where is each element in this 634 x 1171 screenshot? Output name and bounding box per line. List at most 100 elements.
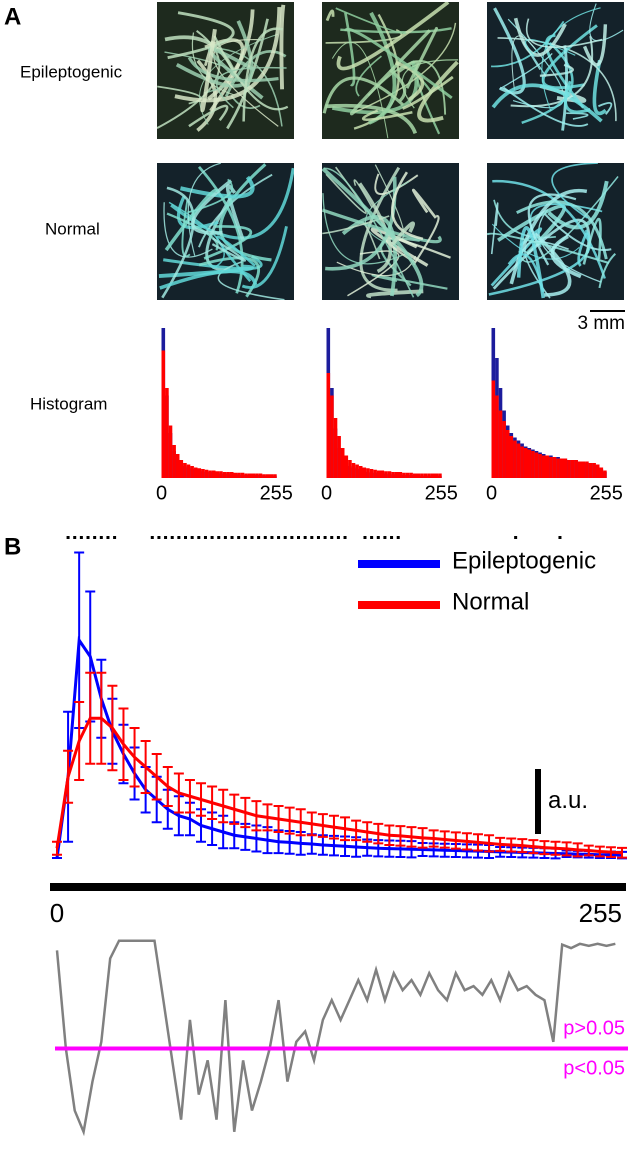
significance-dot xyxy=(250,536,254,539)
vessel xyxy=(197,165,244,294)
vessel xyxy=(516,200,608,260)
vessel xyxy=(598,252,617,289)
panel-label: B xyxy=(4,533,21,560)
vessel xyxy=(509,188,588,285)
significance-dot xyxy=(290,536,294,539)
vessel xyxy=(213,35,289,111)
histogram-bar xyxy=(574,460,578,478)
significance-dot xyxy=(150,536,154,539)
histogram-bar xyxy=(567,460,571,478)
vessel xyxy=(362,109,413,121)
vessel xyxy=(170,167,294,240)
histogram-bar xyxy=(161,350,166,478)
histogram-bar xyxy=(175,454,180,478)
histogram-bar xyxy=(233,472,238,478)
x-tick-label: 0 xyxy=(321,482,332,504)
significance-dot xyxy=(243,536,247,539)
histogram-bar xyxy=(204,469,209,478)
histogram-bar xyxy=(509,436,514,478)
vessel xyxy=(598,101,613,115)
vessel xyxy=(215,235,256,283)
significance-dot xyxy=(190,536,194,539)
histogram-bar xyxy=(269,474,274,478)
vessel xyxy=(358,182,392,273)
histogram-bar xyxy=(215,471,220,478)
histogram-bar xyxy=(577,461,582,478)
vessel xyxy=(544,213,612,251)
histogram-bar xyxy=(513,440,517,478)
histogram-bar xyxy=(505,430,510,478)
histogram-bar xyxy=(427,473,431,478)
vessel xyxy=(322,167,424,298)
significance-dot xyxy=(343,536,347,539)
vessel xyxy=(412,188,437,219)
vessel xyxy=(174,7,282,103)
vessel-image xyxy=(322,2,459,139)
histogram-bar xyxy=(348,460,352,478)
vessel xyxy=(518,176,619,263)
significance-dot xyxy=(223,536,227,539)
histogram-bar xyxy=(255,473,259,478)
vessel xyxy=(335,7,407,35)
significance-dot xyxy=(383,536,387,539)
vessel xyxy=(507,253,545,293)
vessel xyxy=(323,167,415,298)
vessel xyxy=(502,86,589,127)
histogram-bar xyxy=(333,418,338,478)
vessel xyxy=(391,171,424,241)
histogram-bar xyxy=(603,470,607,478)
histogram-bar xyxy=(556,458,560,478)
significance-dot xyxy=(303,536,307,539)
significance-dot xyxy=(157,536,161,539)
vessel xyxy=(187,178,234,214)
significance-dot xyxy=(73,536,77,539)
vessel xyxy=(582,24,608,67)
row-label: Normal xyxy=(45,219,100,238)
significance-dot xyxy=(164,536,168,539)
histogram-bar xyxy=(563,458,568,478)
histogram-bar xyxy=(326,373,331,478)
histogram-bar xyxy=(337,436,341,478)
vessel-image xyxy=(157,163,294,300)
x-tick-label: 255 xyxy=(425,482,458,504)
significance-dot xyxy=(376,536,380,539)
significance-dot xyxy=(106,536,110,539)
vessel xyxy=(550,234,582,279)
significance-dot xyxy=(390,536,394,539)
vessel xyxy=(490,202,499,255)
histogram-bar xyxy=(362,467,367,478)
histogram-bar xyxy=(179,460,184,478)
histogram-bar xyxy=(398,472,403,478)
vessel xyxy=(341,214,397,297)
histogram-bar xyxy=(369,469,374,478)
vessel xyxy=(198,256,261,298)
vessel xyxy=(215,66,287,109)
significance-dot xyxy=(558,536,562,539)
histogram-bar xyxy=(376,470,381,478)
histogram-bar xyxy=(351,463,356,478)
significance-dot xyxy=(257,536,261,539)
histogram-bar xyxy=(373,469,377,478)
vessel xyxy=(164,188,219,252)
x-tick-label: 255 xyxy=(590,482,623,504)
significance-dot xyxy=(297,536,301,539)
vessel xyxy=(582,217,602,265)
histogram-bar xyxy=(387,471,392,478)
vessel xyxy=(551,163,598,219)
histogram-bar xyxy=(201,469,205,478)
row-label: Histogram xyxy=(30,394,107,413)
significance-dot xyxy=(370,536,374,539)
x-tick-label: 255 xyxy=(260,482,293,504)
histogram-bar xyxy=(355,464,359,478)
histogram-bar xyxy=(219,471,223,478)
histogram-bar xyxy=(498,410,503,478)
histogram-bar xyxy=(523,448,528,478)
significance-dot xyxy=(316,536,320,539)
histogram-bar xyxy=(380,470,385,478)
histogram-bar xyxy=(516,443,521,478)
vessel xyxy=(499,53,553,90)
vessel xyxy=(331,41,389,139)
vessel xyxy=(344,27,453,100)
vessel xyxy=(336,2,450,71)
